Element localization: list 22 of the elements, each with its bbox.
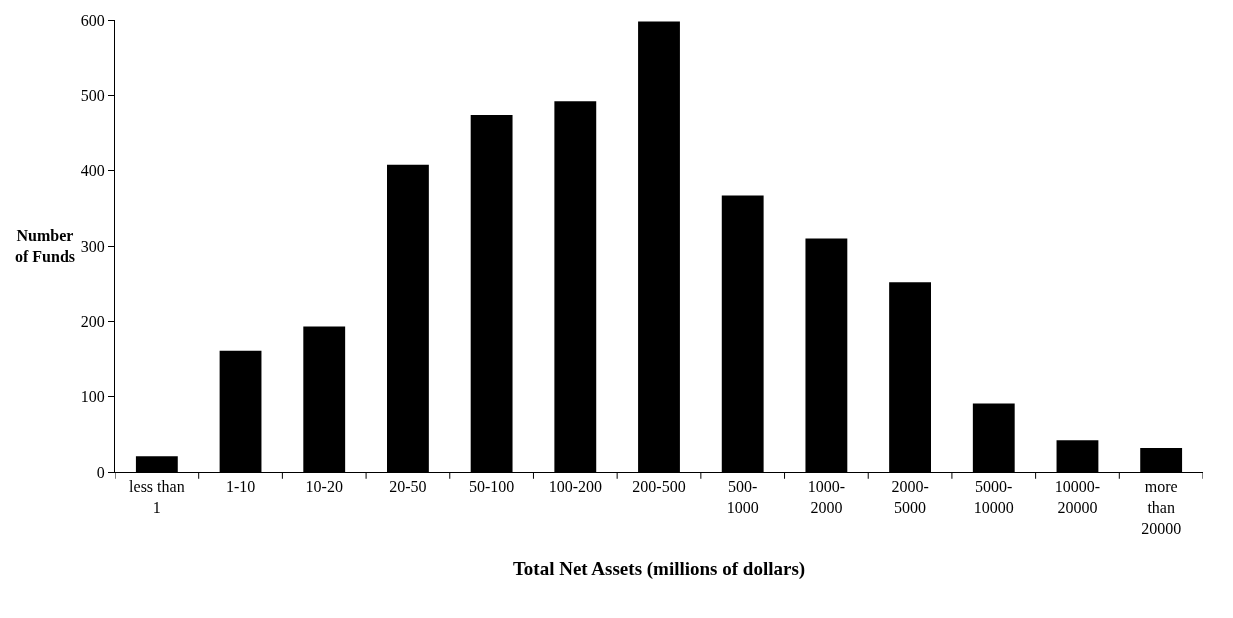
x-tick-label: more than 20000 <box>1141 478 1182 537</box>
y-tick-label: 500 <box>80 86 105 104</box>
x-axis-title: Total Net Assets (millions of dollars) <box>512 557 806 580</box>
y-tick-label: 100 <box>80 388 105 406</box>
x-tick-label: 20-50 <box>389 478 427 496</box>
x-tick-label: 10000- 20000 <box>1054 478 1101 516</box>
y-tick-label: 0 <box>96 463 105 481</box>
y-axis-title: Number of Funds <box>15 227 76 265</box>
x-tick-label: 1000- 2000 <box>807 478 846 516</box>
x-tick-label: 1-10 <box>225 478 256 496</box>
y-tick-label: 400 <box>80 162 105 180</box>
x-tick-label: 200-500 <box>632 478 686 496</box>
x-tick-label: 100-200 <box>548 478 602 496</box>
x-tick-label: 2000- 5000 <box>891 478 929 516</box>
y-tick-label: 200 <box>80 312 105 330</box>
x-tick-label: 500- 1000 <box>726 478 759 516</box>
y-tick-label: 600 <box>80 11 105 29</box>
x-tick-label: 5000- 10000 <box>973 478 1014 516</box>
x-tick-label: less than 1 <box>129 478 185 516</box>
x-tick-label: 50-100 <box>468 478 515 496</box>
x-tick-label: 10-20 <box>305 478 343 496</box>
y-tick-label: 300 <box>80 237 105 255</box>
